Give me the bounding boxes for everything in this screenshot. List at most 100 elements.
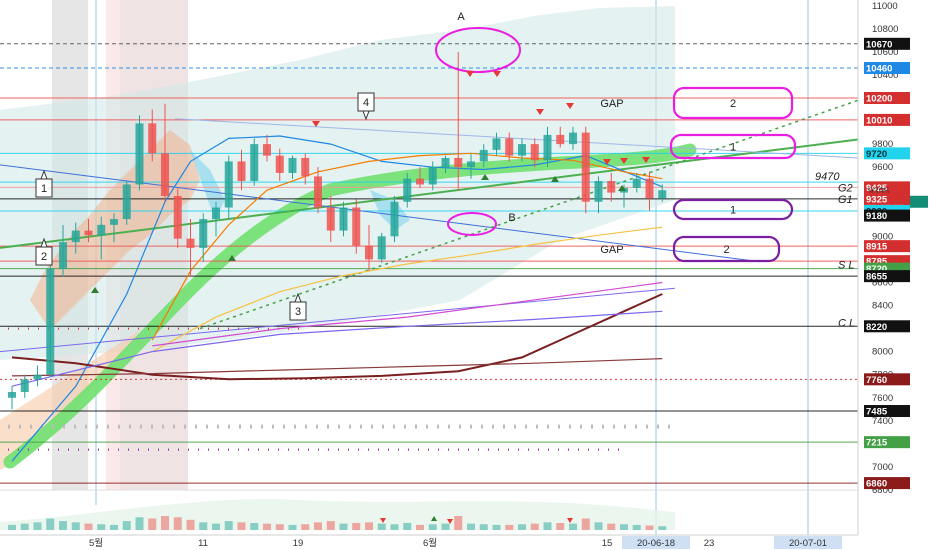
volume-bar bbox=[301, 524, 310, 530]
signal-marker bbox=[642, 157, 650, 163]
candle-body bbox=[505, 138, 514, 156]
callout-box bbox=[35, 237, 53, 266]
bubble-gap-top-1: 1 bbox=[669, 133, 797, 160]
date-highlight-label: 20-07-01 bbox=[789, 538, 827, 549]
level-tag: G1 bbox=[838, 194, 853, 206]
price-label-box bbox=[864, 320, 910, 333]
price-label-box bbox=[864, 181, 910, 194]
candle-body bbox=[224, 161, 233, 208]
price-label-box bbox=[864, 240, 910, 253]
price-tick-label: 6800 bbox=[872, 485, 893, 496]
time-tick-label: 15 bbox=[602, 538, 613, 549]
level-tag: S L bbox=[838, 260, 855, 272]
volume-bar bbox=[275, 524, 284, 530]
gap-label-top: GAP bbox=[600, 98, 623, 110]
callout-4: 4 bbox=[357, 92, 375, 121]
candle-body bbox=[301, 157, 310, 177]
bubble-outline bbox=[672, 235, 781, 263]
price-label: 9325 bbox=[866, 194, 888, 205]
volume-bar bbox=[479, 524, 488, 530]
moving-average-line bbox=[11, 358, 663, 377]
volume-bar bbox=[8, 524, 16, 530]
price-label: 8785 bbox=[866, 257, 888, 268]
candle-body bbox=[326, 207, 335, 231]
resistance-line bbox=[174, 118, 859, 159]
callout-box bbox=[35, 169, 53, 198]
candle-body bbox=[377, 236, 386, 260]
callout-label: 1 bbox=[41, 183, 47, 195]
candle-body bbox=[454, 157, 463, 168]
candle-body bbox=[530, 144, 539, 161]
candle-body bbox=[467, 161, 475, 168]
bubble-label: 1 bbox=[730, 205, 736, 217]
time-tick-label: 5월 bbox=[89, 537, 103, 549]
price-label: 10670 bbox=[866, 39, 892, 50]
volume-bar bbox=[428, 524, 437, 530]
candle-body bbox=[173, 196, 182, 239]
bubble-gap-bottom-2: 2 bbox=[672, 235, 781, 263]
candle-body bbox=[492, 138, 501, 150]
volume-bar bbox=[326, 521, 335, 530]
highlight-ellipse bbox=[435, 27, 521, 73]
candle-body bbox=[390, 201, 399, 237]
price-label: 9720 bbox=[866, 149, 887, 160]
candles bbox=[8, 51, 667, 410]
gap-label-bottom: GAP bbox=[600, 244, 623, 256]
signal-marker bbox=[493, 71, 501, 77]
price-tick-label: 8000 bbox=[872, 347, 893, 358]
callout-label: 3 bbox=[295, 306, 301, 318]
volume-signal-marker bbox=[380, 518, 386, 523]
price-axis[interactable]: 6800700072007400760078008000820084008600… bbox=[857, 0, 932, 550]
price-tick-label: 7600 bbox=[872, 393, 893, 404]
price-label-box bbox=[864, 373, 910, 386]
callout-2: 2 bbox=[35, 237, 53, 266]
candle-body bbox=[658, 190, 667, 199]
candle-body bbox=[314, 176, 322, 208]
price-tick-label: 10400 bbox=[872, 70, 898, 81]
candle-body bbox=[275, 155, 284, 173]
volume-bar bbox=[161, 516, 169, 530]
price-label: 9395 bbox=[868, 186, 889, 197]
volume-bar bbox=[645, 525, 654, 530]
candle-body bbox=[148, 123, 157, 154]
candle-body bbox=[71, 230, 80, 243]
volume-bar bbox=[314, 522, 322, 530]
candle-body bbox=[479, 149, 488, 162]
price-label: 10460 bbox=[866, 64, 892, 75]
candle-body bbox=[84, 230, 93, 236]
price-tick-label: 11000 bbox=[872, 1, 898, 12]
volume-bar bbox=[632, 524, 641, 530]
volume-bar bbox=[569, 523, 577, 530]
level-tag: G2 bbox=[838, 182, 853, 194]
candle-body bbox=[416, 178, 424, 185]
volume-bar bbox=[135, 517, 144, 530]
moving-average-line bbox=[11, 310, 663, 387]
price-tick-label: 9000 bbox=[872, 231, 893, 242]
volume-bar bbox=[237, 522, 246, 530]
price-label-box bbox=[864, 405, 910, 418]
bubble-gap-top-2: 2 bbox=[672, 86, 794, 120]
candle-body bbox=[212, 207, 220, 220]
price-label-box bbox=[864, 270, 910, 283]
volume-bar bbox=[46, 518, 55, 530]
bubble-outline bbox=[672, 86, 794, 120]
annotation-a: A bbox=[457, 11, 465, 23]
candle-body bbox=[237, 161, 246, 182]
candle-body bbox=[97, 224, 106, 236]
volume-signal-marker bbox=[567, 518, 573, 523]
time-axis[interactable]: 5월 11 19 6월 15 23 20-06-18 20-07-01 bbox=[0, 534, 858, 550]
volume-signal-marker bbox=[447, 519, 453, 524]
candle-body bbox=[186, 238, 195, 248]
volume-bar bbox=[416, 524, 424, 530]
price-label-box bbox=[864, 192, 910, 205]
volume-panel: 50K25K0 bbox=[0, 489, 890, 536]
price-label: 10200 bbox=[866, 94, 892, 105]
price-label: 7485 bbox=[866, 407, 888, 418]
callout-3: 3 bbox=[289, 292, 307, 321]
date-highlight-label: 20-06-18 bbox=[637, 538, 675, 549]
candle-body bbox=[110, 219, 118, 225]
candle-body bbox=[632, 178, 641, 188]
volume-bar bbox=[186, 519, 195, 530]
candle-body bbox=[59, 242, 67, 269]
